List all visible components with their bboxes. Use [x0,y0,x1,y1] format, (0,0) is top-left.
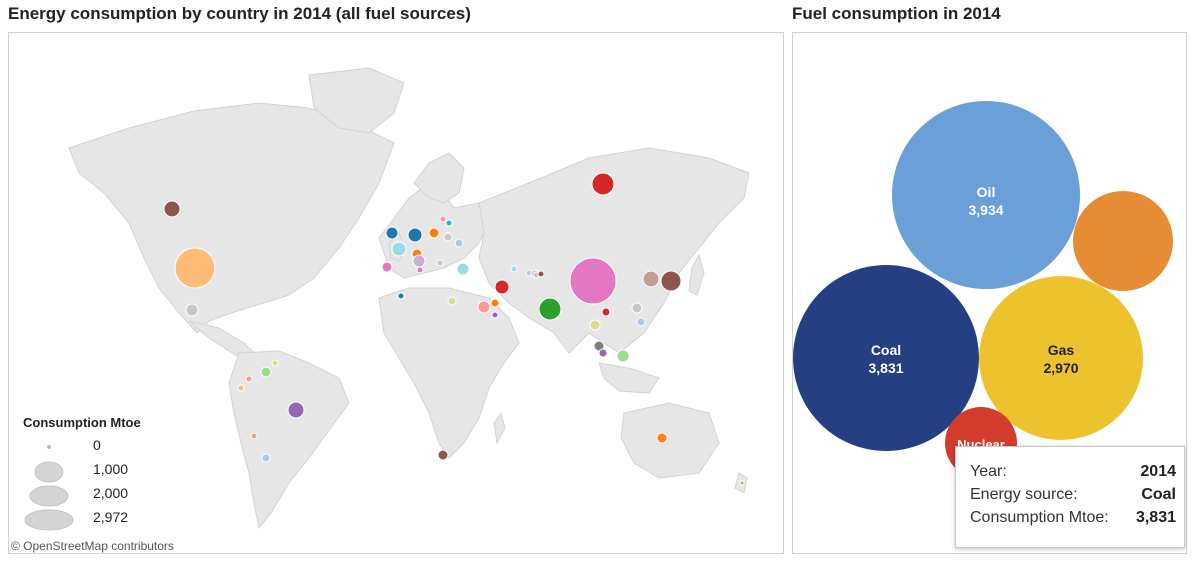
country-bubble[interactable] [185,303,199,317]
oil-value: 3,934 [968,202,1004,218]
world-map-panel[interactable]: Consumption Mtoe 0 1,000 2,000 2,972 © O… [8,32,784,554]
legend-circle [24,509,74,531]
country-bubble[interactable] [436,259,444,267]
country-bubble[interactable] [589,319,601,331]
country-bubble[interactable] [538,297,562,321]
greenland [308,67,405,134]
country-bubble[interactable] [250,432,258,440]
country-bubble[interactable] [428,227,440,239]
gas-bubble[interactable] [979,276,1143,440]
tooltip-value: 2014 [1140,463,1176,480]
country-bubble[interactable] [381,261,393,273]
asia [478,147,750,354]
legend-row: 2,000 [23,485,153,507]
tooltip-row-consumption: Consumption Mtoe: 3,831 [970,509,1176,531]
country-bubbles[interactable] [163,172,745,486]
tooltip-key: Energy source: [970,486,1078,503]
country-bubble[interactable] [437,449,449,461]
country-bubble[interactable] [407,227,423,243]
country-bubble[interactable] [397,292,405,300]
coal-label: Coal 3,831 [868,341,903,377]
country-bubble[interactable] [439,215,447,223]
country-bubble[interactable] [616,349,630,363]
legend-circle [47,445,51,449]
oil-name: Oil [976,184,996,200]
map-attribution[interactable]: © OpenStreetMap contributors [9,539,176,553]
country-bubble[interactable] [261,453,271,463]
country-bubble[interactable] [391,241,407,257]
madagascar [493,411,506,445]
country-bubble[interactable] [287,401,305,419]
tooltip-value: 3,831 [1135,509,1176,526]
country-bubble[interactable] [510,265,518,273]
gas-name: Gas [1047,342,1075,358]
legend-title: Consumption Mtoe [23,415,141,430]
country-bubble[interactable] [636,317,646,327]
bubble-chart-title: Fuel consumption in 2014 [792,4,1001,23]
country-bubble[interactable] [601,307,611,317]
country-bubble[interactable] [445,219,453,227]
legend-circle [34,461,64,483]
country-bubble[interactable] [174,247,216,289]
legend-label: 2,000 [93,485,129,501]
legend-row: 1,000 [23,461,153,483]
country-bubble[interactable] [656,432,668,444]
southeast-asia-islands [598,362,660,394]
coal-bubble[interactable] [793,265,979,451]
country-bubble[interactable] [447,296,457,306]
coal-tooltip: Year: 2014 Energy source: Coal Consumpti… [955,446,1185,548]
oil-label: Oil 3,934 [968,183,1003,219]
tooltip-key: Consumption Mtoe: [970,509,1109,526]
country-bubble[interactable] [660,270,682,292]
oil-bubble[interactable] [892,101,1080,289]
south-america [228,350,350,530]
map-title: Energy consumption by country in 2014 (a… [8,4,471,23]
country-bubble[interactable] [416,266,424,274]
country-bubble[interactable] [271,359,279,367]
gas-label: Gas 2,970 [1043,341,1078,377]
country-bubble[interactable] [598,348,608,358]
australia [620,402,720,479]
legend-label: 1,000 [93,461,129,477]
country-bubble[interactable] [443,232,453,242]
scandinavia [413,152,465,204]
japan [688,253,705,296]
land-masses [68,67,750,530]
country-bubble[interactable] [491,311,499,319]
tooltip-key: Year: [970,463,1007,480]
world-map[interactable] [9,33,783,553]
country-bubble[interactable] [237,384,245,392]
country-bubble[interactable] [454,238,464,248]
country-bubble[interactable] [494,279,510,295]
coal-name: Coal [870,342,902,358]
country-bubble[interactable] [537,270,545,278]
country-bubble[interactable] [569,257,617,305]
coal-value: 3,831 [868,360,904,376]
renewables-bubble[interactable] [1073,191,1173,291]
country-bubble[interactable] [385,226,399,240]
tooltip-row-source: Energy source: Coal [970,486,1176,508]
country-bubble[interactable] [260,366,272,378]
size-legend: Consumption Mtoe 0 1,000 2,000 2,972 [23,415,153,535]
country-bubble[interactable] [631,302,643,314]
gas-value: 2,970 [1043,360,1079,376]
country-bubble[interactable] [456,262,470,276]
legend-label: 2,972 [93,509,129,525]
country-bubble[interactable] [477,300,491,314]
legend-circle [29,485,69,507]
country-bubble[interactable] [245,375,253,383]
country-bubble[interactable] [163,200,181,218]
country-bubble[interactable] [490,298,500,308]
legend-label: 0 [93,437,101,453]
africa [378,287,520,459]
legend-row: 0 [23,437,153,459]
country-bubble[interactable] [412,254,426,268]
north-america [68,102,395,334]
tooltip-row-year: Year: 2014 [970,463,1176,485]
tooltip-value: Coal [1141,486,1176,503]
country-bubble[interactable] [642,270,660,288]
country-bubble[interactable] [591,172,615,196]
legend-row: 2,972 [23,509,153,531]
country-bubble[interactable] [739,480,745,486]
